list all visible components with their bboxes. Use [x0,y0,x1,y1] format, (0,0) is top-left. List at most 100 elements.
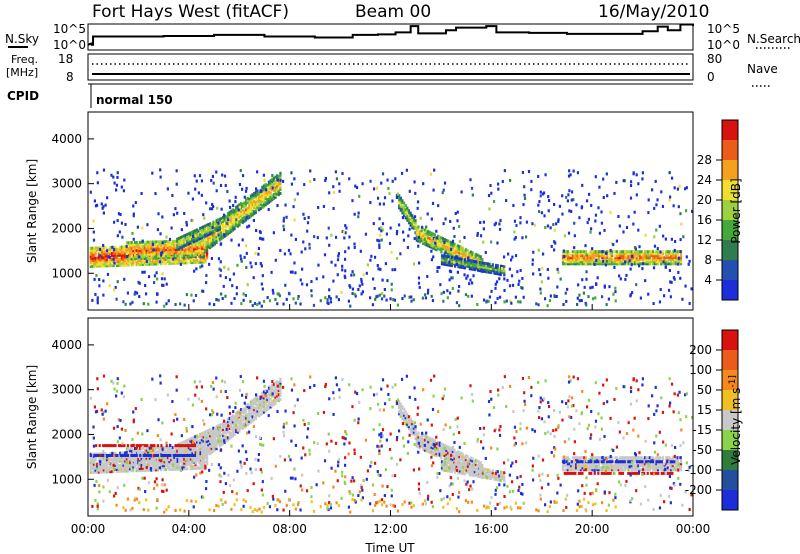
power-cell [228,218,231,222]
power-cell [476,268,480,272]
power-cell [254,210,257,214]
power-cell [186,233,189,237]
power-cell [124,255,127,259]
power-cell [453,254,456,258]
power-cell [134,255,137,259]
power-cell [130,253,133,257]
power-cell [171,193,174,197]
velocity-cell [241,414,244,418]
power-cell [678,250,681,254]
velocity-cell [202,451,206,455]
power-cell [241,212,244,216]
velocity-cell [266,389,269,393]
power-cell [168,254,171,258]
velocity-cell [150,446,153,450]
power-cell [228,199,231,203]
velocity-cell [196,466,199,470]
power-cell [125,263,128,267]
power-cell [615,260,619,264]
power-cell [442,222,445,226]
power-cell [625,256,629,260]
power-cell [460,257,463,261]
velocity-cell [201,451,204,455]
power-cell [661,256,665,260]
power-cell [387,186,390,190]
power-cell [447,255,450,259]
power-cell [192,243,196,247]
power-cell [614,260,617,264]
power-cell [450,251,453,255]
velocity-cell [240,426,243,430]
power-scatter [89,168,694,308]
power-cell [596,258,599,262]
power-cell [566,258,570,262]
power-cell [451,239,455,243]
velocity-cell [196,458,199,462]
power-cell [580,298,583,302]
power-cell [370,254,373,258]
power-cell [570,262,573,266]
power-cell [496,296,499,300]
velocity-cell [142,468,145,472]
power-cell [472,259,475,263]
power-cell [197,241,201,245]
power-cell [416,206,419,210]
velocity-cell [96,462,99,466]
power-cell [113,248,116,252]
power-cell [173,254,176,258]
power-cell [174,259,178,263]
power-cell [586,258,589,262]
power-cell [111,245,114,249]
power-cell [607,258,610,262]
power-cell [294,237,298,241]
power-cell [150,240,153,244]
velocity-cell [203,443,207,447]
power-cell [231,284,234,288]
power-cell [482,220,485,224]
power-cell [606,254,609,258]
power-cell [194,231,197,235]
power-cell [261,274,264,278]
power-cell [152,254,155,258]
power-cell [91,252,94,256]
velocity-cell [210,448,213,452]
power-cell [656,262,660,266]
power-cell [97,262,101,266]
power-cell [243,201,246,205]
power-cell [134,290,137,294]
power-cell [254,262,257,266]
power-cell [607,250,610,254]
power-cell [231,220,235,224]
power-cell [688,301,691,305]
power-cell [219,183,223,187]
power-cell [477,256,481,260]
velocity-cell [94,466,97,470]
velocity-cell [140,458,143,462]
power-cell [91,258,94,262]
power-cell [168,237,172,241]
velocity-cell [271,394,274,398]
velocity-cell [194,447,197,451]
power-cell [497,187,500,191]
power-cell [584,244,587,248]
power-cell [334,263,337,267]
power-cell [152,248,155,252]
power-cell [471,251,474,255]
velocity-cell [173,451,176,455]
power-cell [466,274,469,278]
power-cell [130,251,133,255]
power-cell [165,302,168,306]
power-cell [591,254,594,258]
velocity-cell [267,404,271,408]
velocity-cell [91,462,94,466]
power-cell [470,261,473,265]
power-cell [102,211,105,215]
power-cell [353,292,356,296]
power-cell [445,238,448,242]
power-cell [493,269,496,273]
power-cell [652,302,655,306]
power-cell [677,262,680,266]
power-cell [568,258,571,262]
velocity-cell [253,406,256,410]
power-cell [241,208,244,212]
